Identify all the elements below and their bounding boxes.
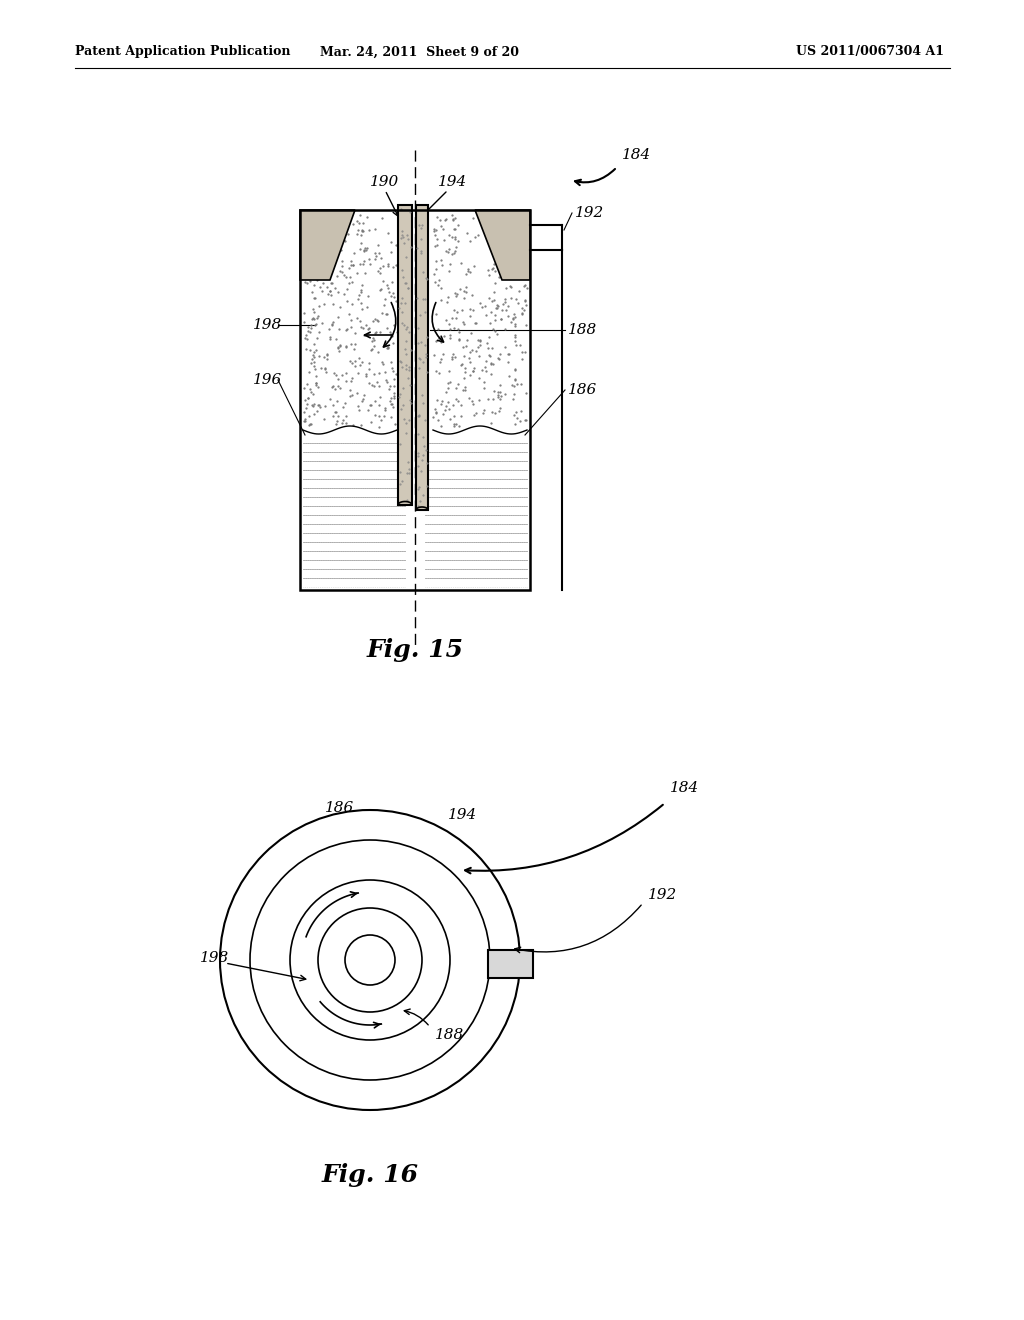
Text: 198: 198 xyxy=(200,950,229,965)
Bar xyxy=(300,210,530,590)
Text: 198: 198 xyxy=(253,318,283,333)
Text: 188: 188 xyxy=(435,1028,464,1041)
Text: Fig. 16: Fig. 16 xyxy=(322,1163,419,1187)
Text: 186: 186 xyxy=(568,383,597,397)
Text: 184: 184 xyxy=(622,148,651,162)
Text: 192: 192 xyxy=(648,888,677,902)
Text: 186: 186 xyxy=(325,801,354,814)
Text: 190: 190 xyxy=(370,176,399,189)
Text: US 2011/0067304 A1: US 2011/0067304 A1 xyxy=(796,45,944,58)
Polygon shape xyxy=(475,210,530,280)
Bar xyxy=(398,205,412,506)
Text: 184: 184 xyxy=(670,781,699,795)
Text: Patent Application Publication: Patent Application Publication xyxy=(75,45,291,58)
Text: 196: 196 xyxy=(253,374,283,387)
Text: 194: 194 xyxy=(438,176,467,189)
Bar xyxy=(300,210,530,590)
Bar xyxy=(488,950,534,978)
Text: Fig. 15: Fig. 15 xyxy=(367,638,464,663)
Text: 192: 192 xyxy=(575,206,604,220)
Bar xyxy=(416,205,428,510)
Text: 194: 194 xyxy=(449,808,477,822)
Text: Mar. 24, 2011  Sheet 9 of 20: Mar. 24, 2011 Sheet 9 of 20 xyxy=(321,45,519,58)
Text: 188: 188 xyxy=(568,323,597,337)
Polygon shape xyxy=(300,210,355,280)
